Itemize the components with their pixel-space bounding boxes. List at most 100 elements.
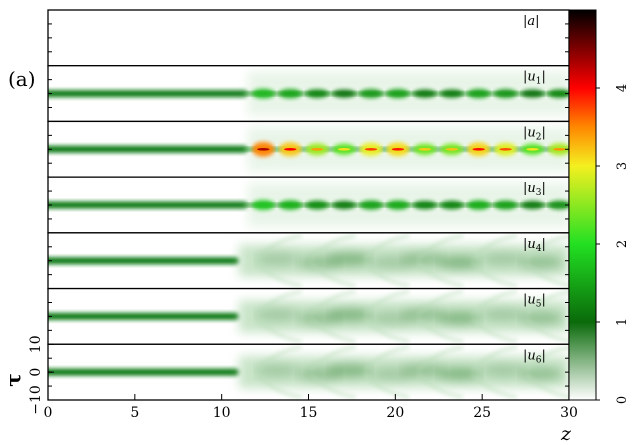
label-bar-left: | <box>523 14 527 29</box>
pulse <box>332 89 356 98</box>
radiation-blob <box>481 364 526 377</box>
label-subscript: 6 <box>536 355 542 365</box>
radiation-streak <box>363 317 410 343</box>
radiation-blob <box>401 364 446 377</box>
x-tick-label: 15 <box>300 405 318 421</box>
x-axis-label: z <box>560 423 572 445</box>
radiation-streak <box>470 317 518 343</box>
panel-label: |u2| <box>523 125 546 142</box>
label-variable: a <box>527 14 535 29</box>
pulse <box>548 89 569 98</box>
radiation-streak <box>416 261 464 288</box>
radiation-streak <box>363 290 410 316</box>
radiation-streak <box>470 373 518 399</box>
pulse-peak <box>364 147 378 151</box>
radiation-blob <box>437 367 482 380</box>
panel-field <box>48 183 569 227</box>
radiation-streak <box>309 261 356 288</box>
label-variable: u <box>527 125 535 140</box>
radiation-streak <box>309 345 356 372</box>
y-tick-label: 10 <box>28 335 44 353</box>
steady-beam <box>48 90 248 98</box>
colorbar-tick-label: 3 <box>615 162 630 170</box>
panel-label: |u6| <box>523 348 546 365</box>
y-axis-label: τ <box>1 373 25 386</box>
label-bar-right: | <box>542 293 546 308</box>
radiation-blob <box>401 253 446 266</box>
radiation-blob <box>328 364 373 377</box>
radiation-streak <box>309 234 356 260</box>
radiation-blob <box>401 308 446 321</box>
label-variable: u <box>527 70 535 85</box>
panel-background <box>48 10 569 66</box>
panel-field <box>48 290 569 343</box>
panel-label: |u4| <box>523 237 546 254</box>
label-bar-right: | <box>542 125 546 140</box>
panel-label: |u3| <box>523 181 546 198</box>
colorbar-tick-label: 4 <box>615 84 630 92</box>
pulse <box>413 200 437 210</box>
colorbar-tick-label: 0 <box>615 396 630 404</box>
pulse-peak <box>310 147 324 151</box>
panel-4: |u3| <box>47 176 570 234</box>
radiation-streak <box>363 261 410 288</box>
radiation-streak <box>255 345 302 372</box>
pulse <box>278 88 302 99</box>
x-tick-label: 0 <box>44 405 53 421</box>
label-variable: u <box>527 237 535 252</box>
radiation-streak <box>524 373 569 399</box>
pulse <box>440 200 464 210</box>
y-tick-label: −10 <box>28 385 44 415</box>
pulse <box>359 89 383 99</box>
panel-1: |a| <box>47 9 570 67</box>
pulse <box>252 88 275 99</box>
steady-beam <box>48 368 240 376</box>
pulse <box>305 200 329 210</box>
radiation-blob <box>255 308 300 321</box>
label-bar-left: | <box>523 181 527 196</box>
label-bar-left: | <box>523 237 527 252</box>
radiation-streak <box>416 345 464 372</box>
panel-6: |u5| <box>47 287 570 345</box>
label-bar-right: | <box>542 70 546 85</box>
radiation-blob <box>437 311 482 324</box>
steady-beam <box>48 145 248 153</box>
label-bar-left: | <box>523 348 527 363</box>
radiation-streak <box>470 345 518 372</box>
radiation-streak <box>524 261 569 287</box>
radiation-blob <box>255 253 300 266</box>
radiation-streak <box>255 261 302 288</box>
panel-2: |u1| <box>47 65 570 123</box>
radiation-streak <box>363 373 410 399</box>
radiation-streak <box>255 290 302 316</box>
radiation-blob <box>481 253 526 266</box>
pulse <box>386 200 410 210</box>
pulse-peak <box>391 147 405 151</box>
pulse <box>467 200 490 210</box>
label-bar-left: | <box>523 70 527 85</box>
radiation-streak <box>363 234 410 260</box>
pulse <box>252 200 275 210</box>
pulse <box>440 89 464 98</box>
panel-label: |a| <box>523 14 540 29</box>
radiation-streak <box>416 234 464 260</box>
pulse <box>413 89 437 98</box>
colorbar-tick-label: 2 <box>615 240 630 248</box>
pulse-peak <box>257 147 270 151</box>
radiation-streak <box>416 317 464 343</box>
radiation-streak <box>309 317 356 343</box>
label-variable: u <box>527 293 535 308</box>
radiation-streak <box>363 345 410 372</box>
pulse <box>332 200 356 210</box>
radiation-streak <box>309 290 356 316</box>
label-subscript: 1 <box>536 77 542 87</box>
colorbar: 0 1 2 3 4 <box>568 9 630 404</box>
panel-7: |u6| <box>47 343 570 401</box>
pulse-peak <box>499 147 512 151</box>
label-bar-right: | <box>542 181 546 196</box>
pulse <box>359 200 383 210</box>
colorbar-ticks: 0 1 2 3 4 <box>596 84 630 404</box>
radiation-blob <box>437 256 482 269</box>
radiation-blob <box>328 308 373 321</box>
